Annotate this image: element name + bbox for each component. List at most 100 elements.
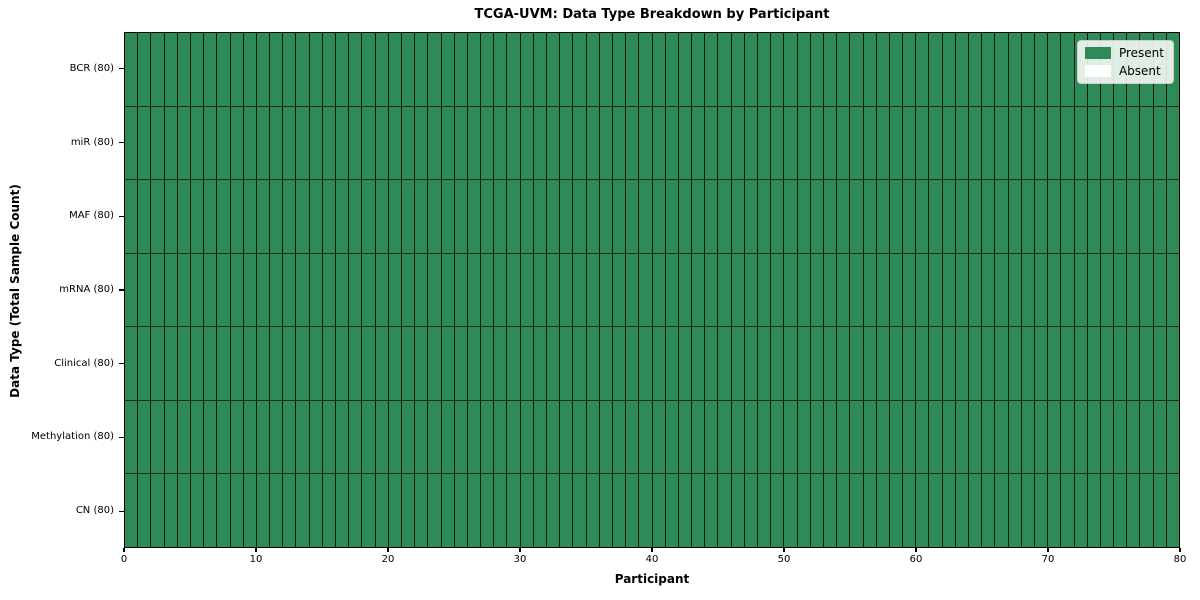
heatmap-cell [494, 253, 508, 327]
heatmap-cell [916, 400, 930, 474]
heatmap-row [125, 180, 1179, 254]
heatmap-cell [1061, 253, 1075, 327]
heatmap-cell [837, 33, 851, 106]
heatmap-cell [177, 327, 191, 400]
heatmap-cell [705, 400, 719, 474]
heatmap-cell [599, 400, 613, 474]
heatmap-cell [125, 400, 139, 474]
y-tick-label: miR (80) [70, 136, 114, 148]
heatmap-cell [889, 327, 904, 400]
heatmap-cell [665, 400, 679, 474]
heatmap-cell [362, 33, 376, 106]
heatmap-cell [467, 327, 482, 400]
heatmap-cell [151, 474, 165, 548]
heatmap-cell [507, 106, 521, 180]
heatmap-cell [1153, 474, 1167, 548]
heatmap-cell [388, 180, 402, 253]
heatmap-cell [375, 327, 389, 400]
heatmap-cell [507, 253, 521, 327]
heatmap-cell [1114, 180, 1128, 253]
heatmap-cell [665, 474, 679, 548]
heatmap-cell [138, 33, 152, 106]
heatmap-cell [494, 327, 508, 400]
heatmap-cell [823, 33, 838, 106]
heatmap-cell [771, 327, 785, 400]
heatmap-cell [942, 180, 956, 253]
heatmap-cell [1061, 180, 1075, 253]
heatmap-cell [995, 253, 1009, 327]
heatmap-cell [903, 106, 917, 180]
heatmap-cell [336, 327, 350, 400]
heatmap-cell [1021, 474, 1035, 548]
heatmap-cell [388, 253, 402, 327]
heatmap-cell [1140, 474, 1154, 548]
heatmap-cell [969, 474, 983, 548]
heatmap-cell [467, 474, 482, 548]
heatmap-cell [784, 180, 798, 253]
heatmap-cell [151, 327, 165, 400]
heatmap-cell [547, 400, 561, 474]
heatmap-cell [731, 106, 745, 180]
heatmap-cell [1114, 106, 1128, 180]
heatmap-cell [903, 474, 917, 548]
heatmap-cell [336, 106, 350, 180]
heatmap-cell [1048, 327, 1062, 400]
heatmap-cell [138, 474, 152, 548]
heatmap-cell [428, 106, 442, 180]
heatmap-cell [415, 400, 429, 474]
heatmap-cell [692, 327, 706, 400]
heatmap-cell [1166, 180, 1179, 253]
heatmap-cell [283, 33, 297, 106]
heatmap-cell [349, 474, 363, 548]
heatmap-cell [823, 180, 838, 253]
heatmap-cell [771, 253, 785, 327]
heatmap-cell [138, 106, 152, 180]
heatmap-cell [1061, 33, 1075, 106]
heatmap-cell [204, 180, 218, 253]
heatmap-cell [547, 106, 561, 180]
heatmap-cell [678, 180, 693, 253]
heatmap-cell [612, 474, 627, 548]
x-tick-label: 70 [1041, 554, 1055, 565]
heatmap-cell [797, 33, 811, 106]
heatmap-cell [1061, 400, 1075, 474]
heatmap-cell [270, 106, 284, 180]
heatmap-cell [771, 180, 785, 253]
heatmap-cell [823, 474, 838, 548]
heatmap-cell [955, 474, 969, 548]
heatmap-cell [916, 180, 930, 253]
heatmap-cell [494, 33, 508, 106]
heatmap-cell [626, 400, 640, 474]
heatmap-cell [876, 474, 890, 548]
heatmap-cell [270, 33, 284, 106]
heatmap-cell [1048, 180, 1062, 253]
heatmap-cell [138, 327, 152, 400]
heatmap-cell [547, 33, 561, 106]
heatmap-cell [375, 33, 389, 106]
x-tick-mark [123, 548, 125, 552]
y-tick-mark [119, 141, 124, 144]
heatmap-cell [401, 253, 416, 327]
heatmap-cell [494, 400, 508, 474]
heatmap-cell [876, 180, 890, 253]
heatmap-cell [995, 400, 1009, 474]
heatmap-cell [586, 253, 600, 327]
heatmap-cell [837, 474, 851, 548]
y-tick-mark [119, 510, 124, 512]
heatmap-cell [1127, 474, 1141, 548]
heatmap-cell [586, 474, 600, 548]
heatmap-cell [784, 253, 798, 327]
heatmap-cell [177, 180, 191, 253]
heatmap-cell [125, 106, 139, 180]
x-tick-label: 20 [381, 554, 395, 565]
heatmap-cell [678, 400, 693, 474]
heatmap-cell [916, 106, 930, 180]
heatmap-cell [481, 327, 495, 400]
heatmap-cell [889, 106, 904, 180]
heatmap-cell [1166, 253, 1179, 327]
heatmap-cell [612, 327, 627, 400]
heatmap-cell [322, 180, 336, 253]
heatmap-cell [362, 180, 376, 253]
heatmap-cell [256, 400, 271, 474]
heatmap-cell [520, 327, 534, 400]
